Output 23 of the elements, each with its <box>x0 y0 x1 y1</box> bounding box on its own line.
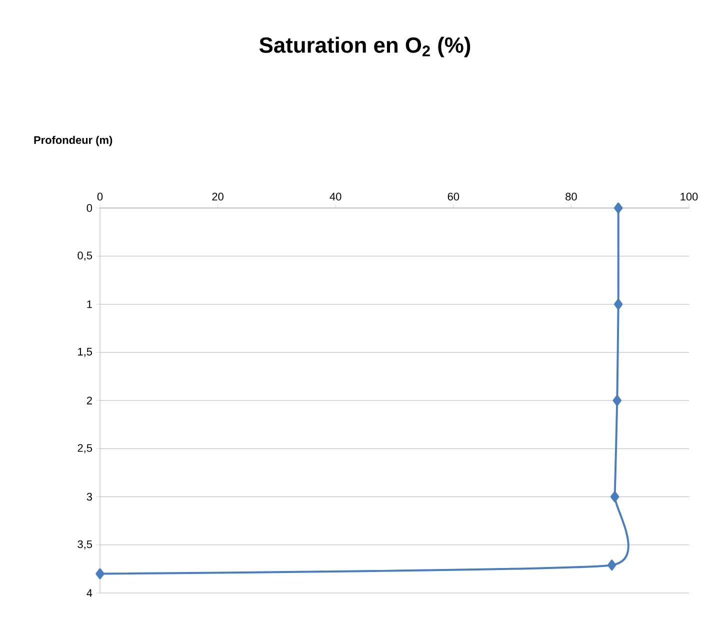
point <box>612 395 622 406</box>
x-tick-label: 20 <box>212 192 224 200</box>
y-tick-label: 4 <box>86 589 92 597</box>
point <box>610 491 620 502</box>
point <box>614 298 623 310</box>
y-tick-label: 2 <box>86 396 92 404</box>
y-tick-label: 3 <box>86 492 92 501</box>
x-tick-label: 40 <box>330 192 342 200</box>
x-tick-label: 0 <box>97 192 103 200</box>
y-tick-label: 0,5 <box>78 252 92 261</box>
y-tick-label: 1 <box>87 300 92 308</box>
y-tick-label: 1,5 <box>78 348 92 357</box>
y-tick-label: 0 <box>86 204 92 212</box>
y-tick-label: 2,5 <box>78 444 92 454</box>
x-tick-label: 80 <box>566 192 577 200</box>
y-tick-label: 3,5 <box>78 540 92 550</box>
x-tick-label: 60 <box>448 192 460 200</box>
y-axis-title: Profondeur (m) <box>34 136 112 146</box>
point <box>607 560 616 571</box>
point <box>614 202 623 214</box>
x-tick-label: 100 <box>680 192 698 200</box>
point <box>96 568 104 580</box>
chart-title: Saturation en O$_{2}$ (%) <box>259 36 470 58</box>
